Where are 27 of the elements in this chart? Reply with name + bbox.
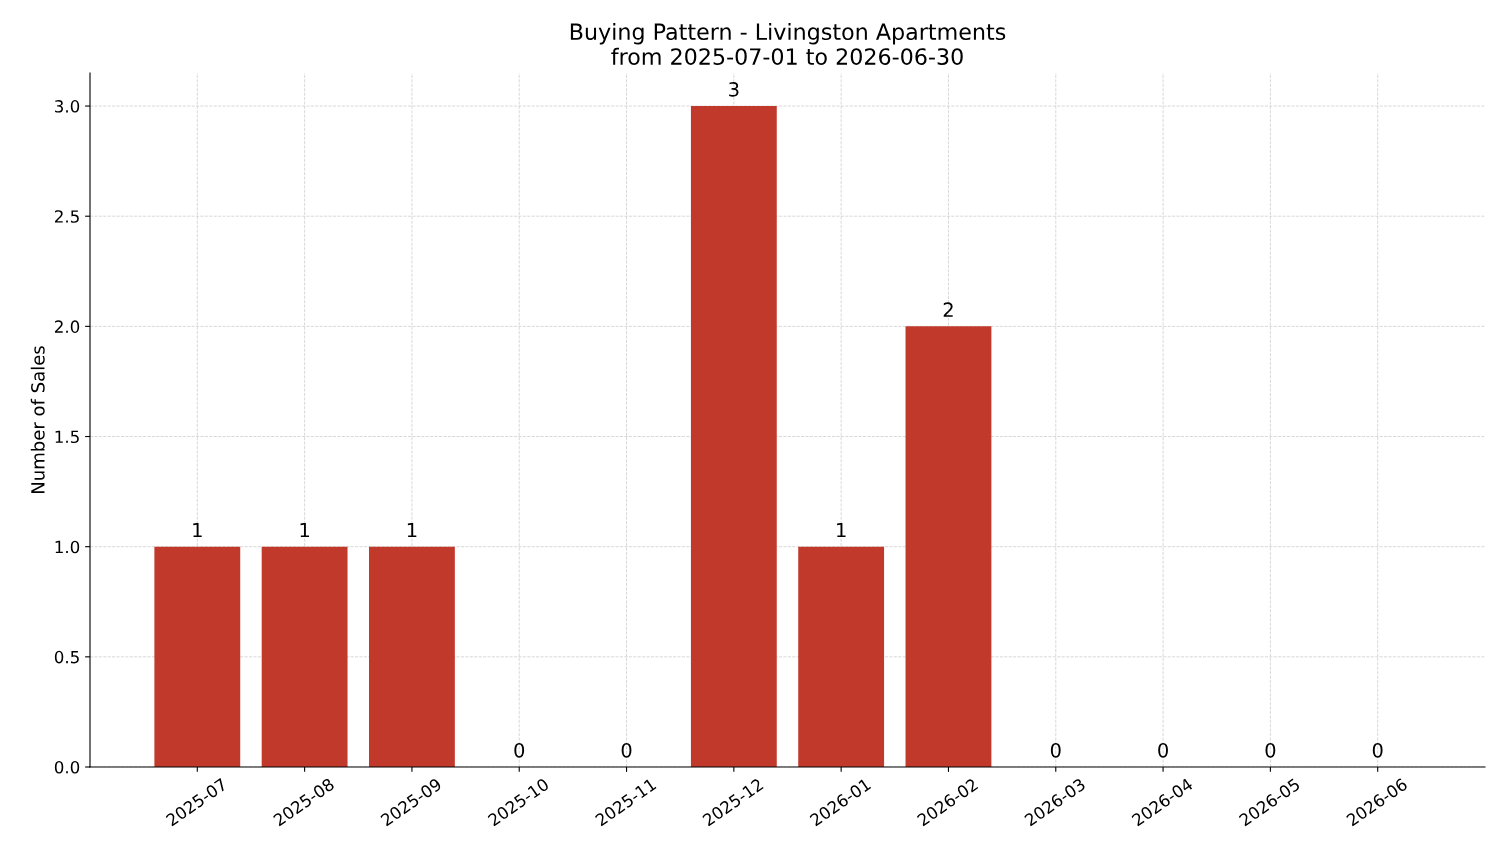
- data-label: 0: [1265, 742, 1276, 758]
- bar: [369, 546, 455, 767]
- data-label: 0: [1050, 742, 1061, 758]
- y-tick-label: 2.0: [54, 320, 80, 333]
- chart-title: Buying Pattern - Livingston Apartments from 2025-07-01 to 2026-06-30: [570, 22, 1006, 65]
- data-label: 1: [193, 522, 202, 538]
- data-label: 1: [407, 522, 417, 538]
- data-label: 1: [300, 522, 310, 538]
- data-label: 2: [943, 302, 953, 317]
- y-tick-label: 3.0: [55, 100, 80, 113]
- data-label: 0: [1158, 742, 1168, 758]
- bar: [154, 546, 241, 767]
- y-tick-label: 0.5: [54, 650, 79, 664]
- data-label: 1: [837, 522, 846, 538]
- y-axis-title: Number of Sales: [30, 346, 45, 493]
- y-tick-label: 1.5: [55, 430, 79, 444]
- y-tick-label: 1.0: [55, 540, 80, 554]
- bar: [798, 546, 885, 767]
- y-tick-label: 0.0: [54, 760, 80, 774]
- data-label: 0: [621, 742, 632, 758]
- bar: [905, 326, 992, 767]
- data-label: 3: [729, 82, 739, 97]
- y-tick-label: 2.5: [54, 210, 79, 223]
- data-label: 0: [514, 742, 525, 758]
- bar: [690, 106, 777, 767]
- bar: [261, 546, 348, 767]
- data-label: 0: [1372, 742, 1383, 758]
